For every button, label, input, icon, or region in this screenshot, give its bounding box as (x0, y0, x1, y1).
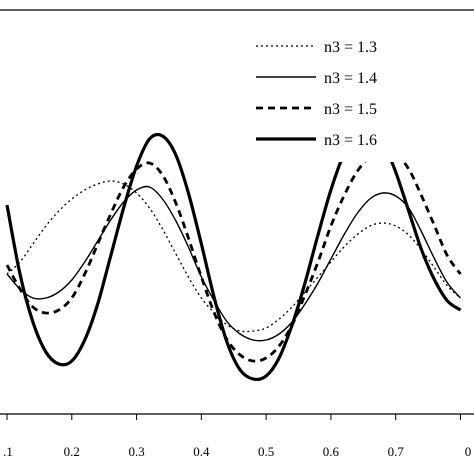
series-line-4 (5, 125, 462, 382)
series-line-3 (5, 149, 462, 363)
series-line-1 (6, 180, 461, 333)
legend-label-3: n3 = 1.5 (324, 101, 377, 118)
legend-label-1: n3 = 1.3 (324, 39, 377, 56)
x-tick-label: 0 (465, 444, 472, 459)
x-tick-label: 0.3 (128, 444, 144, 459)
x-tick-label: 0.6 (323, 444, 340, 459)
x-tick-label: .1 (3, 444, 13, 459)
legend: n3 = 1.3 n3 = 1.4 n3 = 1.5 n3 = 1.6 (248, 28, 474, 162)
x-tick-label: 0.4 (193, 444, 210, 459)
legend-label-2: n3 = 1.4 (324, 70, 377, 87)
series-line-2 (6, 185, 462, 342)
series-layer (5, 125, 462, 382)
x-axis-ticks: .1 0.2 0.3 0.4 0.5 0.6 0.7 0 (3, 414, 471, 459)
x-tick-label: 0.7 (388, 444, 405, 459)
legend-label-4: n3 = 1.6 (324, 132, 377, 149)
x-tick-label: 0.5 (258, 444, 274, 459)
x-tick-label: 0.2 (64, 444, 80, 459)
